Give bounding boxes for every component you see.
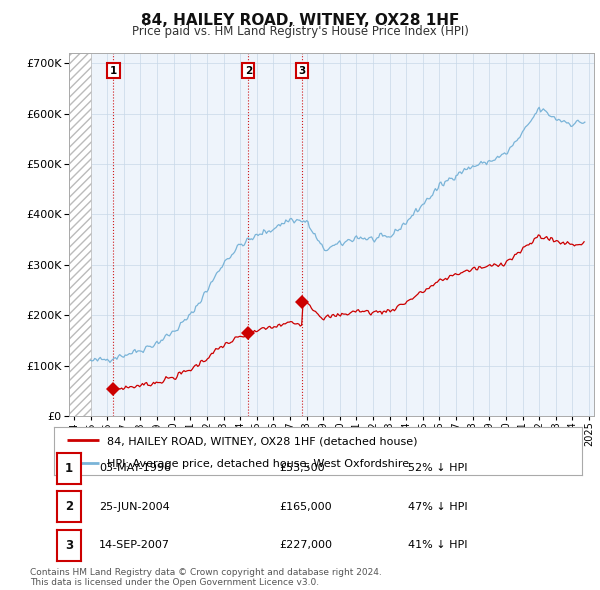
Text: 84, HAILEY ROAD, WITNEY, OX28 1HF (detached house): 84, HAILEY ROAD, WITNEY, OX28 1HF (detac… xyxy=(107,436,418,446)
Text: £53,500: £53,500 xyxy=(279,464,325,473)
Text: HPI: Average price, detached house, West Oxfordshire: HPI: Average price, detached house, West… xyxy=(107,459,409,469)
Text: 14-SEP-2007: 14-SEP-2007 xyxy=(99,540,170,550)
Text: 84, HAILEY ROAD, WITNEY, OX28 1HF: 84, HAILEY ROAD, WITNEY, OX28 1HF xyxy=(141,13,459,28)
Text: Price paid vs. HM Land Registry's House Price Index (HPI): Price paid vs. HM Land Registry's House … xyxy=(131,25,469,38)
Text: 52% ↓ HPI: 52% ↓ HPI xyxy=(408,464,467,473)
Text: 3: 3 xyxy=(298,66,305,76)
Bar xyxy=(69,53,91,416)
Text: 3: 3 xyxy=(65,539,73,552)
Text: 1: 1 xyxy=(110,66,117,76)
Text: 1: 1 xyxy=(65,462,73,475)
Text: £165,000: £165,000 xyxy=(279,502,332,512)
Text: 2: 2 xyxy=(245,66,252,76)
Text: £227,000: £227,000 xyxy=(279,540,332,550)
Text: 47% ↓ HPI: 47% ↓ HPI xyxy=(408,502,467,512)
Text: 2: 2 xyxy=(65,500,73,513)
Text: 03-MAY-1996: 03-MAY-1996 xyxy=(99,464,171,473)
Text: 41% ↓ HPI: 41% ↓ HPI xyxy=(408,540,467,550)
Text: 25-JUN-2004: 25-JUN-2004 xyxy=(99,502,170,512)
Text: Contains HM Land Registry data © Crown copyright and database right 2024.
This d: Contains HM Land Registry data © Crown c… xyxy=(30,568,382,587)
